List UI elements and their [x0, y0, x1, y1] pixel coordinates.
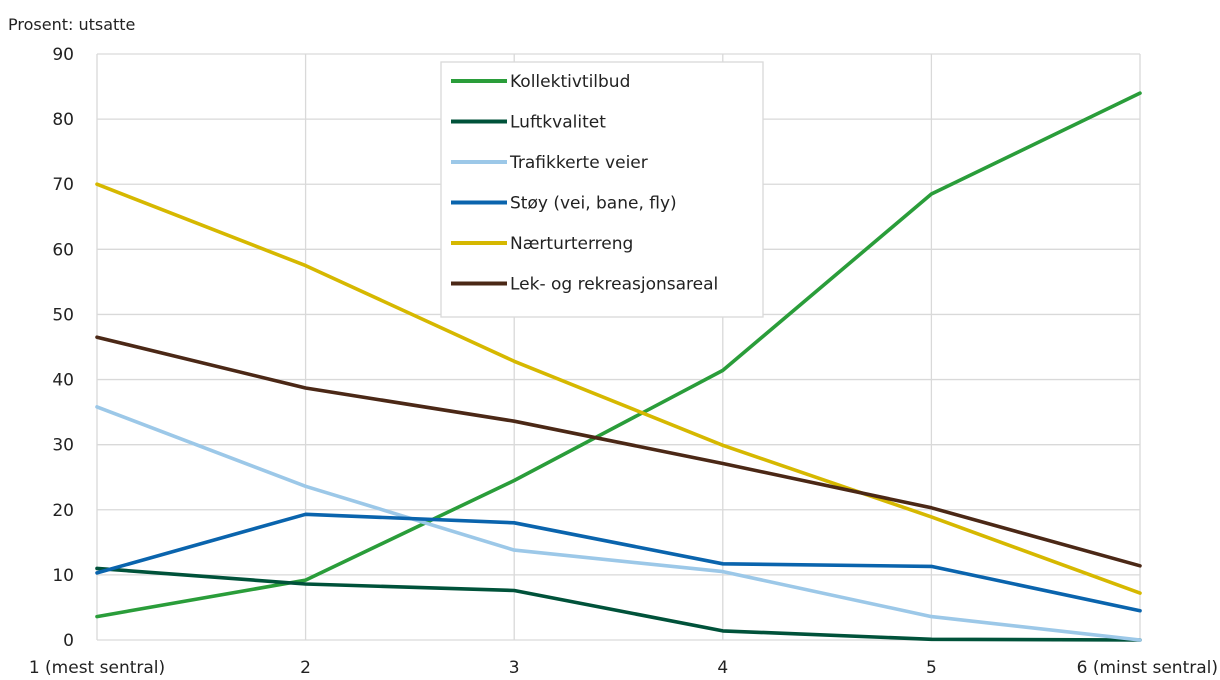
- x-tick-label: 6 (minst sentral): [1077, 658, 1218, 678]
- y-axis-title: Prosent: utsatte: [8, 15, 135, 34]
- series-line-1: [95, 566, 1142, 642]
- legend-label: Kollektivtilbud: [510, 72, 630, 92]
- legend: Kollektivtilbud Luftkvalitet Trafikkerte v…: [440, 61, 764, 318]
- series-line-3: [95, 512, 1142, 613]
- legend-label: Luftkvalitet: [510, 113, 606, 133]
- legend-label: Nærturterreng: [510, 234, 633, 254]
- y-tick-labels: 0 10 20 30 40 50 60 70 80 90: [52, 45, 74, 651]
- y-tick-label: 40: [52, 371, 74, 391]
- x-tick-label: 4: [717, 658, 728, 678]
- series-line-2: [95, 405, 1142, 642]
- series-line-4: [95, 182, 1142, 595]
- series-lines: [95, 91, 1142, 642]
- series-line-5: [95, 335, 1142, 568]
- x-tick-label: 3: [509, 658, 520, 678]
- y-tick-label: 90: [52, 45, 74, 65]
- legend-label: Lek- og rekreasjonsareal: [510, 275, 718, 295]
- y-tick-label: 50: [52, 305, 74, 325]
- y-tick-label: 70: [52, 175, 74, 195]
- y-tick-label: 30: [52, 436, 74, 456]
- series-line-0: [95, 91, 1142, 619]
- y-tick-label: 10: [52, 566, 74, 586]
- x-tick-labels: 1 (mest sentral) 2 3 4 5 6 (minst sentral): [29, 658, 1218, 678]
- legend-label: Trafikkerte veier: [509, 153, 648, 173]
- y-tick-label: 0: [63, 631, 74, 651]
- x-tick-label: 2: [300, 658, 311, 678]
- x-tick-label: 1 (mest sentral): [29, 658, 165, 678]
- y-tick-label: 80: [52, 110, 74, 130]
- legend-label: Støy (vei, bane, fly): [510, 194, 677, 214]
- legend-box: [440, 61, 764, 318]
- y-tick-label: 20: [52, 501, 74, 521]
- x-tick-label: 5: [926, 658, 937, 678]
- y-tick-label: 60: [52, 240, 74, 260]
